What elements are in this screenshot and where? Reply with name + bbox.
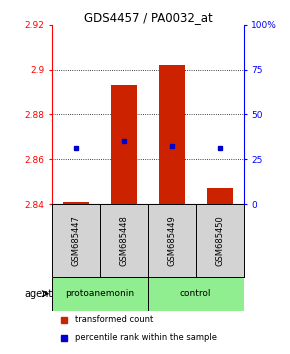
- Text: GSM685450: GSM685450: [215, 215, 224, 266]
- Text: GSM685447: GSM685447: [72, 215, 81, 266]
- Bar: [52, 277, 148, 310]
- Text: percentile rank within the sample: percentile rank within the sample: [75, 333, 217, 342]
- Bar: [148, 277, 244, 310]
- Bar: [159, 65, 185, 204]
- Text: GSM685448: GSM685448: [119, 215, 128, 266]
- Bar: [206, 188, 233, 204]
- Text: protoanemonin: protoanemonin: [66, 289, 135, 298]
- Text: transformed count: transformed count: [75, 315, 153, 324]
- Bar: [111, 85, 137, 204]
- Text: agent: agent: [24, 289, 52, 299]
- Title: GDS4457 / PA0032_at: GDS4457 / PA0032_at: [84, 11, 212, 24]
- Bar: [63, 202, 89, 204]
- Text: GSM685449: GSM685449: [167, 215, 176, 266]
- Text: control: control: [180, 289, 211, 298]
